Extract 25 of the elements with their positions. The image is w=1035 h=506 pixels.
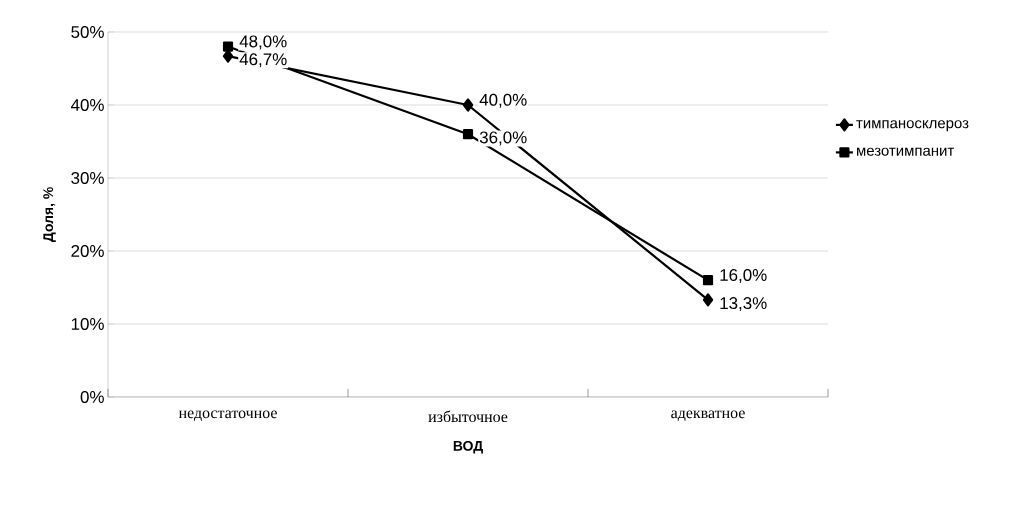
data-label: 48,0%: [239, 35, 287, 50]
data-label: 36,0%: [479, 131, 527, 146]
x-tick-label: недостаточное: [178, 410, 277, 422]
data-label: 13,3%: [720, 297, 767, 312]
point: [462, 129, 474, 140]
y-tick-label: 0%: [80, 390, 104, 403]
data-label: 46,7%: [239, 53, 287, 68]
x-axis-title: ВОД: [453, 440, 483, 454]
y-tick-label: 10%: [71, 317, 104, 330]
point: [702, 293, 714, 307]
legend-label: тимпаносклероз: [856, 120, 969, 132]
x-tick-label: избыточное: [428, 410, 508, 423]
point: [702, 275, 714, 286]
point: [462, 98, 474, 112]
legend-label: мезотимпанит: [857, 147, 955, 156]
y-tick-label: 30%: [71, 171, 104, 184]
data-label: 16,0%: [720, 268, 767, 283]
y-axis-title: Доля, %: [43, 187, 56, 243]
x-tick-label: адекватное: [671, 410, 745, 422]
y-tick-label: 40%: [70, 98, 104, 111]
y-tick-label: 50%: [71, 25, 104, 38]
data-label: 40,0%: [479, 93, 527, 108]
point: [222, 41, 234, 52]
y-tick-label: 20%: [71, 244, 104, 257]
point: [222, 49, 234, 63]
